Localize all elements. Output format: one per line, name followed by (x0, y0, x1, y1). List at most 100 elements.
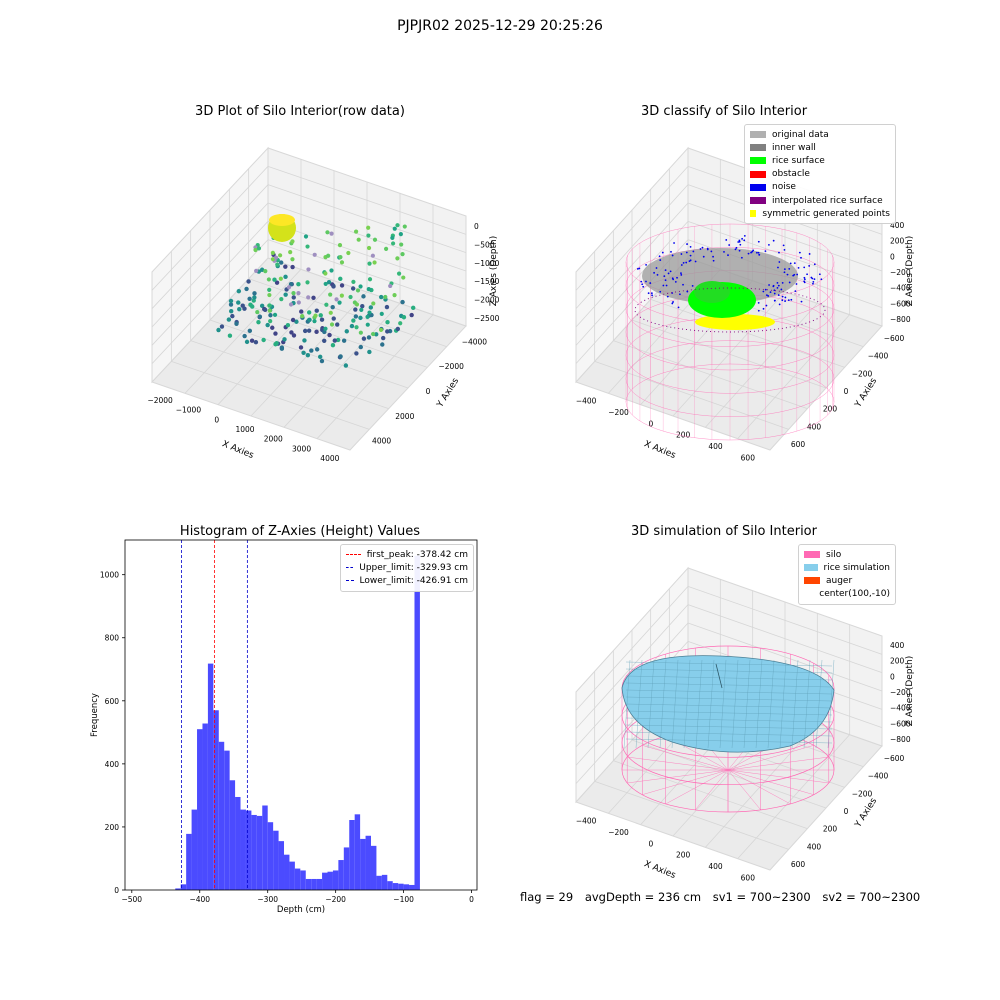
legend-swatch (804, 551, 820, 559)
raw-data-point (278, 260, 284, 265)
noise-point (783, 248, 786, 251)
legend-entry: symmetric generated points (750, 207, 890, 220)
legend-label: first_peak: -378.42 cm (366, 549, 468, 560)
y-tick-label: 0 (114, 886, 119, 895)
noise-point (659, 290, 662, 293)
noise-point (758, 253, 761, 256)
noise-point (710, 250, 713, 253)
noise-point (702, 255, 705, 258)
panel2-ytick-label: 400 (807, 422, 822, 431)
panel2-xtick-label: 0 (648, 419, 653, 428)
raw-data-point (366, 233, 371, 238)
raw-data-point (349, 323, 355, 329)
noise-point (673, 242, 675, 244)
panel4-ytick-label: 200 (823, 825, 838, 834)
noise-point (682, 261, 685, 264)
noise-point (764, 250, 767, 253)
histogram-bar (409, 884, 415, 890)
panel1-zlabel: Z Axies (Depth) (489, 236, 499, 307)
panel1-ztick-label: −500 (474, 241, 495, 250)
histogram-frame (124, 539, 478, 891)
panel1-ytick-label: 2000 (395, 412, 414, 421)
noise-point (739, 243, 742, 246)
raw-data-point (259, 303, 265, 309)
raw-data-point (311, 295, 316, 300)
noise-point (725, 239, 728, 241)
status-footer: flag = 29 avgDepth = 236 cm sv1 = 700~23… (520, 890, 928, 904)
noise-point (655, 267, 658, 269)
noise-point (794, 290, 797, 293)
noise-point (728, 244, 731, 246)
raw-data-point (268, 319, 273, 324)
panel2-xtick-label: −200 (608, 408, 629, 417)
raw-data-point (244, 339, 250, 345)
noise-point (712, 255, 714, 258)
panel1-xtick-label: −1000 (176, 406, 202, 415)
raw-data-point (242, 306, 247, 311)
panel1-ztick-label: −2000 (474, 296, 500, 305)
legend-entry: first_peak: -378.42 cm (346, 548, 468, 561)
raw-data-point (351, 279, 356, 285)
noise-point (671, 302, 674, 305)
noise-point (664, 279, 667, 282)
raw-data-point (380, 342, 385, 347)
noise-point (671, 277, 674, 280)
raw-data-point (273, 255, 279, 260)
rice-mesh-line (625, 703, 833, 709)
noise-point (727, 254, 729, 257)
noise-point (740, 256, 743, 259)
raw-data-point (283, 292, 288, 297)
auger-line (715, 663, 723, 689)
raw-data-point (273, 342, 278, 347)
rice-mesh-line (625, 710, 833, 716)
raw-data-point (306, 310, 312, 315)
noise-point (665, 284, 668, 287)
raw-data-point (270, 325, 275, 330)
noise-point (677, 306, 680, 309)
raw-data-point (368, 305, 374, 310)
rice-mesh-line (625, 724, 833, 730)
flag-text: flag = 29 (520, 890, 574, 904)
raw-data-point (341, 338, 347, 343)
raw-data-point (409, 312, 414, 318)
raw-data-point (395, 256, 400, 261)
noise-point (686, 243, 688, 245)
raw-data-point (353, 307, 358, 312)
panel4-xtick-label: 400 (708, 862, 723, 871)
panel4-xtick-label: 200 (676, 851, 691, 860)
noise-point (757, 309, 760, 312)
raw-data-point (296, 291, 301, 296)
histogram-bar (381, 874, 388, 890)
raw-data-point (322, 338, 327, 343)
raw-data-point (343, 363, 349, 368)
silo-floor-spoke (642, 769, 729, 795)
noise-point (638, 267, 641, 270)
noise-point (680, 253, 683, 255)
noise-point (767, 295, 770, 297)
histogram-bar (370, 845, 377, 890)
rice-mesh-line (625, 717, 833, 723)
raw-data-point (314, 347, 320, 352)
noise-point (788, 267, 791, 270)
silo-floor-spoke (642, 745, 729, 771)
raw-data-point (398, 321, 403, 326)
histogram-bar (289, 861, 295, 890)
panel4-ytick-label: −600 (884, 754, 905, 763)
noise-point (741, 237, 744, 240)
figure-suptitle: PJPJR02 2025-12-29 20:25:26 (397, 18, 603, 34)
histogram-bar (224, 750, 230, 890)
noise-point (820, 278, 823, 281)
panel2-ytick-label: −400 (868, 352, 889, 361)
raw-data-point (278, 276, 283, 281)
noise-point (689, 259, 692, 262)
legend-swatch (750, 183, 766, 191)
raw-data-point (367, 310, 372, 315)
noise-point (666, 295, 669, 298)
inner-wall-cloud (642, 248, 798, 304)
raw-data-point (252, 291, 257, 296)
rice-mesh-line (625, 731, 833, 737)
rice-mesh-line (803, 659, 811, 749)
histogram-bar (186, 833, 192, 890)
histogram-bar (191, 809, 198, 890)
